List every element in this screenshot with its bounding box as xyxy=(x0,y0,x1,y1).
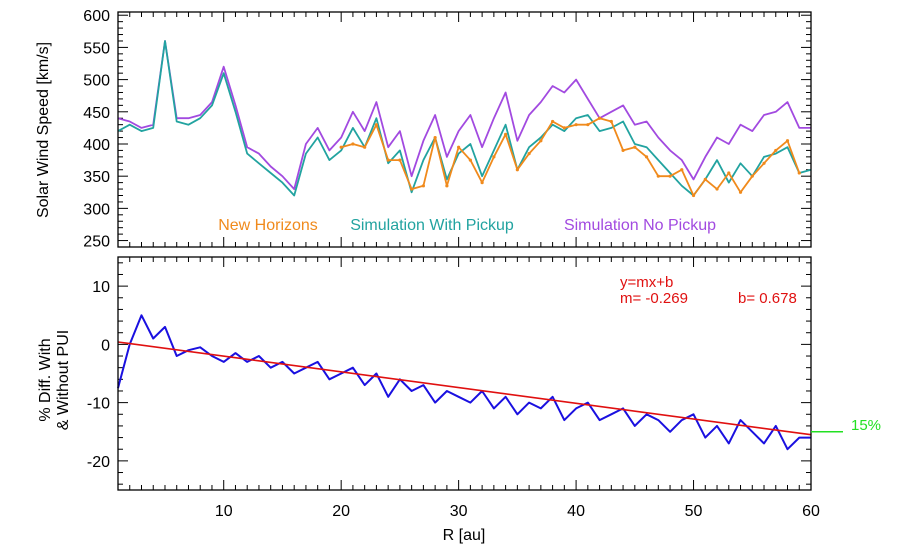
series-new-horizons-point xyxy=(351,142,355,146)
fit-slope: m= -0.269 xyxy=(620,290,688,307)
series-new-horizons-point xyxy=(609,119,613,124)
top-series xyxy=(117,40,812,198)
top-plot-frame xyxy=(117,11,812,248)
series-new-horizons-point xyxy=(668,174,672,178)
series-new-horizons-point xyxy=(550,119,555,124)
legend-new-horizons: New Horizons xyxy=(218,217,318,234)
series-new-horizons-point xyxy=(774,148,778,153)
series-simulation-with-pickup-line xyxy=(117,40,812,197)
bottom-y-tick-label: 10 xyxy=(92,279,110,296)
x-axis-label: R [au] xyxy=(443,527,486,544)
bottom-y-tick-label: -10 xyxy=(87,396,110,413)
top-y-tick-label: 600 xyxy=(83,8,110,25)
top-y-tick-label: 450 xyxy=(83,105,110,122)
series-new-horizons-point xyxy=(562,126,566,130)
series-new-horizons-line xyxy=(340,117,801,197)
top-y-tick-label: 550 xyxy=(83,40,110,57)
series-new-horizons-point xyxy=(539,139,543,143)
series-fit-line xyxy=(117,341,812,436)
series-new-horizons-point xyxy=(738,190,743,194)
bottom-series xyxy=(117,314,812,451)
series-new-horizons-point xyxy=(433,135,437,140)
series-new-horizons-point xyxy=(680,168,684,172)
series-new-horizons-point xyxy=(386,158,390,162)
fifteen-percent-label: 15% xyxy=(851,417,881,434)
fit-equation: y=mx+b xyxy=(620,274,673,291)
series-new-horizons-point xyxy=(339,145,343,149)
x-tick-label: 10 xyxy=(215,503,233,520)
series-new-horizons-point xyxy=(644,155,649,159)
bottom-y-tick-label: -20 xyxy=(87,454,110,471)
bottom-y-tick-label: 0 xyxy=(101,337,110,354)
series-new-horizons-point xyxy=(457,145,461,149)
legend-simulation-no-pickup: Simulation No Pickup xyxy=(564,217,716,234)
top-panel: 250 300 350 400 450 500 550 600 Solar Wind Spee… xyxy=(35,8,812,251)
top-y-tick-label: 500 xyxy=(83,73,110,90)
x-tick-label: 30 xyxy=(450,503,468,520)
series-new-horizons-point xyxy=(762,161,766,165)
series-new-horizons-point xyxy=(515,168,519,172)
series-new-horizons-point xyxy=(656,174,660,178)
series-new-horizons-point xyxy=(715,187,719,191)
bottom-panel: 10 20 30 40 50 60 -20 -10 0 10 % Diff. With & Wit… xyxy=(37,256,881,544)
series-new-horizons-point xyxy=(398,158,402,162)
x-tick-label: 60 xyxy=(802,503,820,520)
series-new-horizons-point xyxy=(621,148,625,153)
series-new-horizons-point xyxy=(750,174,754,178)
top-ticks: 250 300 350 400 450 500 550 600 xyxy=(83,8,812,251)
top-y-tick-label: 300 xyxy=(83,201,110,218)
top-y-tick-label: 400 xyxy=(83,137,110,154)
series-new-horizons-point xyxy=(504,132,508,136)
series-new-horizons-point xyxy=(468,158,472,162)
series-new-horizons-point xyxy=(410,187,414,191)
series-new-horizons-point xyxy=(374,123,379,127)
top-y-tick-label: 350 xyxy=(83,169,110,186)
bottom-ticks: 10 20 30 40 50 60 -20 -10 0 10 xyxy=(87,257,820,520)
series-new-horizons-point xyxy=(586,123,590,127)
top-y-tick-label: 250 xyxy=(83,234,110,251)
x-tick-label: 40 xyxy=(567,503,585,520)
x-tick-label: 50 xyxy=(685,503,703,520)
series-new-horizons-point xyxy=(445,184,449,188)
series-new-horizons-point xyxy=(597,116,602,120)
series-new-horizons-point xyxy=(785,139,790,143)
bottom-ylabel-line1: % Diff. With xyxy=(37,338,54,421)
series-percent-difference-line xyxy=(117,314,811,451)
bottom-plot-frame xyxy=(117,256,812,491)
series-new-horizons-point xyxy=(363,145,367,149)
series-new-horizons-point xyxy=(703,177,707,181)
top-ylabel: Solar Wind Speed [km/s] xyxy=(35,42,52,218)
series-new-horizons-point xyxy=(480,181,484,185)
series-simulation-no-pickup-line xyxy=(117,40,811,191)
series-new-horizons-point xyxy=(492,155,496,159)
series-new-horizons-point xyxy=(727,171,731,175)
fit-intercept: b= 0.678 xyxy=(738,290,797,307)
series-new-horizons-point xyxy=(797,171,801,175)
legend-simulation-with-pickup: Simulation With Pickup xyxy=(350,217,514,234)
bottom-ylabel-line2: & Without PUI xyxy=(55,330,72,430)
series-new-horizons-point xyxy=(633,145,637,149)
series-new-horizons-point xyxy=(421,184,425,188)
series-new-horizons-point xyxy=(574,123,578,127)
x-tick-label: 20 xyxy=(332,503,350,520)
series-new-horizons-point xyxy=(527,152,531,156)
series-new-horizons-point xyxy=(691,193,696,198)
